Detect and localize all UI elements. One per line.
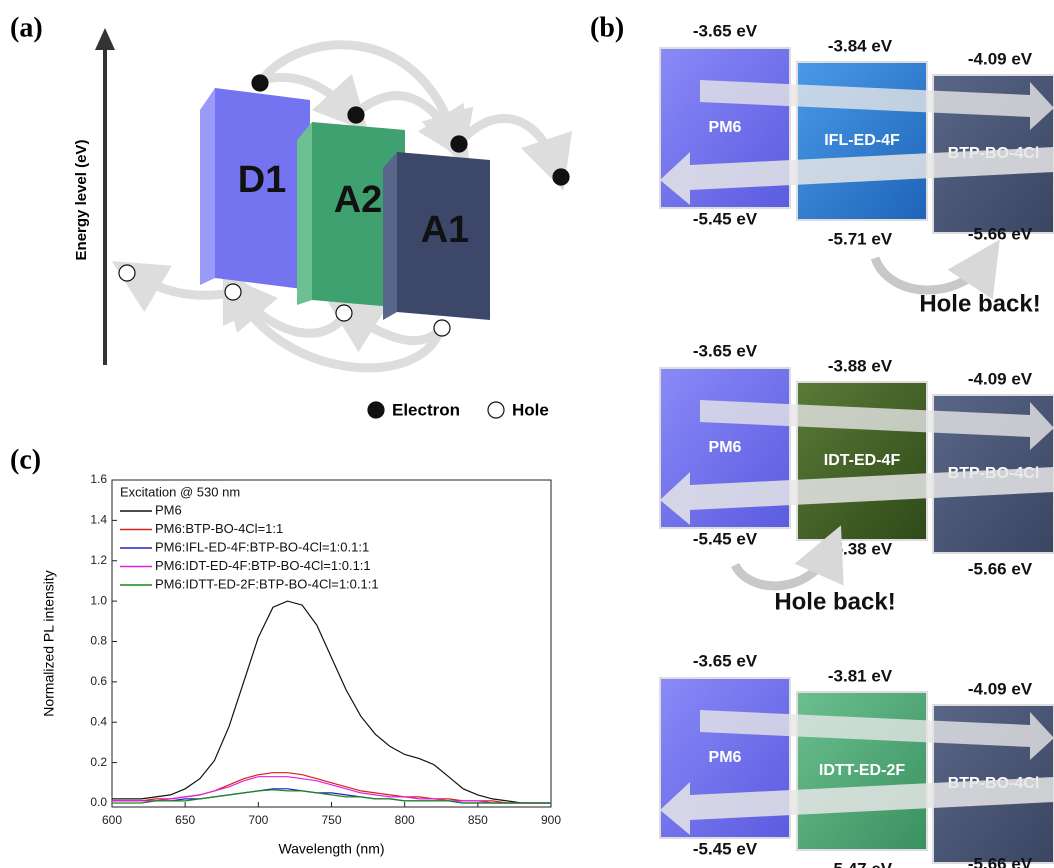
- homo-label: -5.66 eV: [968, 559, 1033, 578]
- legend-entry: PM6: [155, 502, 182, 517]
- y-tick-label: 0.0: [90, 795, 107, 809]
- carriers: [118, 74, 570, 419]
- legend-entry: PM6:IDT-ED-4F:BTP-BO-4Cl=1:0.1:1: [155, 558, 371, 573]
- block-label: A1: [421, 209, 470, 251]
- lumo-label: -4.09 eV: [968, 49, 1033, 68]
- hole-arrow: [660, 777, 1054, 835]
- electron-arrow: [700, 80, 1054, 130]
- x-tick-label: 800: [395, 813, 415, 827]
- block-label: D1: [238, 159, 287, 201]
- block-label: A2: [334, 179, 383, 221]
- hole-arrow: [660, 147, 1054, 205]
- material-label: PM6: [709, 439, 742, 456]
- lumo-label: -3.65 eV: [693, 341, 758, 360]
- transfer-arrows: [111, 40, 573, 373]
- axis-arrowhead: [95, 28, 115, 50]
- x-tick-label: 850: [468, 813, 488, 827]
- axis-label: Energy level (eV): [73, 140, 90, 261]
- panel-label: (c): [10, 444, 41, 475]
- y-tick-label: 1.2: [90, 553, 107, 567]
- lumo-label: -3.65 eV: [693, 21, 758, 40]
- y-tick-label: 0.2: [90, 755, 107, 769]
- y-tick-label: 0.4: [90, 714, 107, 728]
- lumo-label: -4.09 eV: [968, 679, 1033, 698]
- x-tick-label: 900: [541, 813, 561, 827]
- y-axis-label: Normalized PL intensity: [41, 570, 57, 717]
- legend-title: Excitation @ 530 nm: [120, 484, 240, 499]
- panel-label: (b): [590, 12, 624, 43]
- material-label: IDT-ED-4F: [824, 452, 901, 469]
- homo-label: -5.45 eV: [693, 529, 758, 548]
- homo-label: -5.38 eV: [828, 539, 893, 558]
- lumo-label: -3.81 eV: [828, 666, 893, 685]
- y-tick-label: 0.8: [90, 634, 107, 648]
- hole-back-arrow: [870, 239, 1000, 300]
- legend-entry: PM6:IDTT-ED-2F:BTP-BO-4Cl=1:0.1:1: [155, 576, 379, 591]
- lumo-label: -3.84 eV: [828, 36, 893, 55]
- material-label: PM6: [709, 119, 742, 136]
- y-tick-label: 0.6: [90, 674, 107, 688]
- series-line: [112, 776, 551, 804]
- homo-label: -5.71 eV: [828, 229, 893, 248]
- legend-entry: PM6:IFL-ED-4F:BTP-BO-4Cl=1:0.1:1: [155, 539, 369, 554]
- material-label: IDTT-ED-2F: [819, 762, 905, 779]
- legend-entry: Electron: [392, 400, 460, 419]
- x-tick-label: 700: [248, 813, 268, 827]
- x-tick-label: 750: [321, 813, 341, 827]
- lumo-label: -3.88 eV: [828, 356, 893, 375]
- homo-label: -5.66 eV: [968, 854, 1033, 868]
- y-tick-label: 1.6: [90, 472, 107, 486]
- series-line: [112, 789, 551, 804]
- homo-label: -5.47 eV: [828, 859, 893, 868]
- lumo-label: -3.65 eV: [693, 651, 758, 670]
- energy-blocks: [200, 88, 490, 320]
- homo-label: -5.66 eV: [968, 224, 1033, 243]
- note: Hole back!: [774, 588, 895, 615]
- x-axis-label: Wavelength (nm): [278, 841, 384, 857]
- homo-label: -5.45 eV: [693, 209, 758, 228]
- material-label: IFL-ED-4F: [824, 132, 900, 149]
- series-line: [112, 600, 551, 804]
- legend-entry: Hole: [512, 400, 549, 419]
- homo-label: -5.45 eV: [693, 839, 758, 858]
- note: Hole back!: [919, 290, 1040, 317]
- material-label: PM6: [709, 749, 742, 766]
- y-tick-label: 1.4: [90, 513, 107, 527]
- electron-arrow: [700, 710, 1054, 760]
- lumo-label: -4.09 eV: [968, 369, 1033, 388]
- legend-entry: PM6:BTP-BO-4Cl=1:1: [155, 521, 283, 536]
- energy-diagrams: PM6 -3.65 eV -5.45 eV IFL-ED-4F -3.84 eV -5.7…: [659, 21, 1054, 868]
- panel-label: (a): [10, 12, 43, 43]
- x-tick-label: 600: [102, 813, 122, 827]
- x-tick-label: 650: [175, 813, 195, 827]
- electron-arrow: [700, 400, 1054, 450]
- hole-arrow: [660, 467, 1054, 525]
- y-tick-label: 1.0: [90, 593, 107, 607]
- pl-chart: 600 650 700 750 800 850 900 0.0 0.2 0.4 0.6 0.8 1.0 1…: [41, 472, 562, 857]
- hole-back-arrow: [730, 525, 844, 591]
